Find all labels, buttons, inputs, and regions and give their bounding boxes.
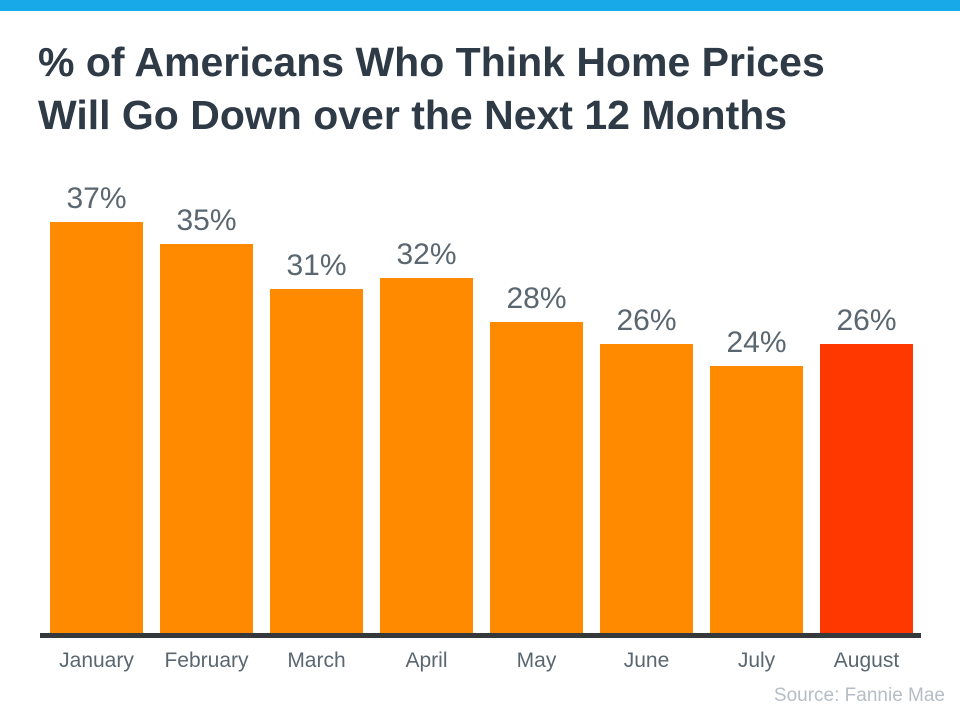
bar-value-label: 24% bbox=[726, 326, 787, 359]
bar-value-label: 37% bbox=[66, 182, 127, 215]
x-axis-line bbox=[40, 633, 921, 638]
source-credit: Source: Fannie Mae bbox=[773, 685, 945, 706]
bar-value-label: 28% bbox=[506, 282, 567, 315]
x-axis-label-august: August bbox=[833, 649, 900, 672]
page-title-line-1: % of Americans Who Think Home Prices bbox=[38, 39, 825, 85]
x-axis-label-april: April bbox=[405, 649, 448, 672]
bar-chart-months: January February March April May June July Augu… bbox=[40, 649, 921, 679]
x-axis-label-june: June bbox=[623, 649, 670, 672]
bar-column: 28% bbox=[490, 222, 583, 633]
bar-april bbox=[380, 278, 473, 633]
bar-column: 35% bbox=[160, 206, 253, 633]
bar-column: 26% bbox=[820, 222, 913, 633]
bar-august bbox=[820, 344, 913, 633]
bar-value-label: 26% bbox=[616, 304, 677, 337]
x-axis-label-march: March bbox=[287, 649, 346, 672]
bar-value-label: 32% bbox=[396, 238, 457, 271]
bar-value-label: 31% bbox=[286, 249, 347, 282]
bar-march bbox=[270, 289, 363, 633]
x-axis-label-may: May bbox=[516, 649, 557, 672]
bar-chart: 37% 35% 31% 32% 28% 26% 24% 26% January February… bbox=[40, 184, 921, 672]
page-title-line-2: Will Go Down over the Next 12 Months bbox=[38, 92, 788, 138]
bar-column: 32% bbox=[380, 222, 473, 633]
bar-column: 37% bbox=[50, 184, 143, 633]
bar-june bbox=[600, 344, 693, 633]
x-axis-label-january: January bbox=[59, 649, 134, 672]
bar-value-label: 35% bbox=[176, 204, 237, 237]
bar-value-label: 26% bbox=[836, 304, 897, 337]
top-accent-bar bbox=[0, 0, 960, 11]
bar-january bbox=[50, 222, 143, 633]
bar-column: 26% bbox=[600, 222, 693, 633]
page-title: % of Americans Who Think Home Prices Wil… bbox=[38, 36, 825, 142]
x-axis-label-february: February bbox=[164, 649, 249, 672]
bar-may bbox=[490, 322, 583, 633]
bar-july bbox=[710, 366, 803, 633]
x-axis-label-july: July bbox=[737, 649, 776, 672]
bar-column: 24% bbox=[710, 222, 803, 633]
bar-column: 31% bbox=[270, 222, 363, 633]
bar-chart-bars: 37% 35% 31% 32% 28% 26% 24% 26% bbox=[40, 184, 921, 633]
bar-february bbox=[160, 244, 253, 633]
